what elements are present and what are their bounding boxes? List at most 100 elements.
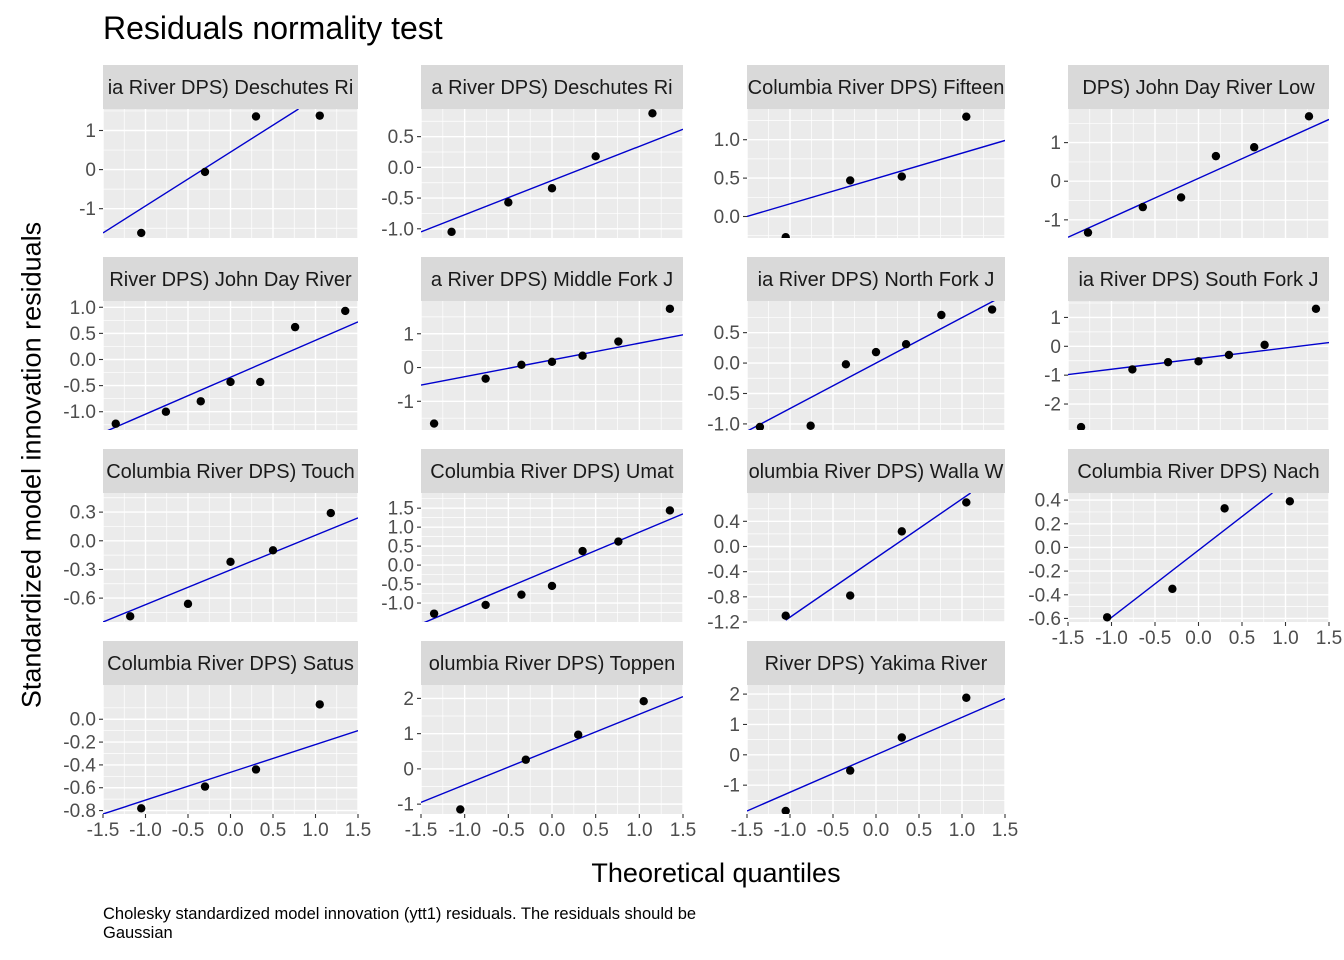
x-tick-label: -0.5	[172, 820, 205, 841]
strip-label: Columbia River DPS) Touch	[106, 461, 355, 483]
data-point	[1311, 304, 1321, 313]
strip-label: River DPS) John Day River	[109, 269, 352, 291]
data-point	[481, 600, 490, 610]
data-point	[521, 755, 530, 764]
data-point	[429, 419, 439, 428]
x-tick-label: 0.0	[1185, 628, 1211, 649]
strip-background	[421, 641, 683, 685]
qq-reference-line	[107, 321, 358, 430]
facet-panel: Columbia River DPS) Umat-1.0-0.50.00.51.…	[381, 449, 683, 622]
x-tick-label: 1.5	[992, 820, 1018, 841]
data-point	[614, 337, 623, 346]
facet-panel: ia River DPS) South Fork J -2 -1 0 1	[1044, 257, 1329, 430]
strip-background	[1068, 449, 1329, 493]
y-tick-label: -0.5	[707, 384, 740, 405]
y-tick-label: -1.2	[707, 613, 740, 634]
y-tick-label: -1.0	[381, 594, 414, 615]
data-point	[781, 233, 790, 238]
y-tick-label: -0.2	[63, 733, 96, 754]
data-point	[1102, 613, 1112, 622]
data-point	[937, 310, 946, 320]
data-point	[456, 805, 465, 814]
data-point	[781, 806, 790, 814]
data-point	[1211, 151, 1221, 161]
y-tick-label: 1.0	[714, 130, 740, 151]
y-tick-label: -1	[79, 199, 96, 220]
facet-panel: a River DPS) Deschutes Ri -1.0 -0.5 0.0 0.5	[381, 65, 683, 240]
data-point	[504, 198, 513, 207]
strip-background	[747, 65, 1005, 109]
panel-plot-area	[421, 109, 683, 238]
facet-panel: ia River DPS) North Fork J -1.0 -0.5 0.0 0.5	[707, 257, 1005, 435]
y-tick-label: 0.0	[714, 537, 740, 558]
panel-plot-area	[103, 301, 358, 430]
data-point	[1194, 357, 1203, 366]
y-tick-label: 1	[403, 724, 414, 745]
x-tick-label: 0.5	[906, 820, 932, 841]
data-point	[517, 590, 526, 599]
x-tick-label: -0.5	[1139, 628, 1172, 649]
y-tick-label: 1	[1050, 308, 1061, 329]
facet-panel: a River DPS) Middle Fork J -1 0 1	[397, 257, 683, 430]
y-tick-label: 0.0	[70, 531, 96, 552]
qq-reference-line	[747, 139, 1005, 218]
y-tick-label: -0.2	[1028, 562, 1061, 583]
data-point	[1224, 350, 1234, 360]
y-tick-label: 1	[1050, 133, 1061, 154]
y-tick-label: 0.0	[70, 350, 96, 371]
strip-label: Columbia River DPS) Nach	[1077, 461, 1319, 483]
qq-reference-line	[423, 513, 683, 622]
y-tick-label: 0.3	[70, 503, 96, 524]
y-axis-label: Standardized model innovation residuals	[16, 221, 47, 709]
page-title: Residuals normality test	[103, 10, 443, 46]
data-point	[1076, 422, 1086, 430]
x-tick-label: 1.0	[626, 820, 652, 841]
y-tick-label: -0.6	[63, 589, 96, 610]
y-tick-label: 0	[1050, 172, 1061, 193]
y-tick-label: -0.4	[1028, 585, 1061, 606]
y-tick-label: 1.5	[388, 499, 414, 520]
strip-background	[1068, 257, 1329, 301]
y-tick-label: -0.3	[63, 560, 96, 581]
y-tick-label: 0.4	[714, 512, 741, 533]
panel-plot-area	[747, 493, 1005, 622]
strip-background	[421, 449, 683, 493]
data-point	[226, 557, 235, 566]
data-point	[196, 397, 205, 406]
panel-plot-area	[747, 109, 1005, 238]
data-point	[517, 360, 526, 370]
strip-background	[103, 449, 358, 493]
data-point	[614, 537, 623, 546]
data-point	[315, 700, 324, 709]
facet-panel: River DPS) Yakima River -1 0 1 2 -1.5 -1.0 -0.5…	[723, 641, 1018, 841]
data-point	[251, 765, 261, 774]
y-tick-label: 1	[729, 715, 740, 736]
y-tick-label: -0.6	[63, 778, 96, 799]
strip-label: a River DPS) Middle Fork J	[431, 269, 673, 291]
x-tick-label: 0.5	[260, 820, 286, 841]
panel-plot-area	[1068, 301, 1329, 430]
y-tick-label: -2	[1044, 395, 1061, 416]
y-tick-label: 0.5	[714, 323, 740, 344]
data-point	[897, 527, 906, 536]
x-tick-label: 1.0	[949, 820, 975, 841]
y-tick-label: 1	[403, 324, 414, 345]
y-tick-label: 1.0	[70, 298, 96, 319]
data-point	[137, 804, 146, 813]
qq-reference-line	[103, 729, 358, 814]
x-tick-label: 0.0	[539, 820, 565, 841]
panel-plot-area	[747, 685, 1005, 814]
data-point	[901, 340, 911, 349]
panel-plot-area	[421, 493, 683, 622]
data-point	[268, 546, 278, 555]
strip-label: olumbia River DPS) Toppen	[429, 653, 675, 675]
y-tick-label: -0.8	[63, 801, 96, 822]
y-tick-label: -0.4	[63, 755, 96, 776]
strip-background	[103, 65, 358, 109]
y-tick-label: 0.0	[714, 207, 740, 228]
y-tick-label: 0.0	[1035, 538, 1061, 559]
y-tick-label: -0.5	[381, 575, 414, 596]
y-tick-label: -0.6	[1028, 609, 1061, 630]
strip-label: ia River DPS) Deschutes Ri	[108, 77, 354, 99]
strip-label: ia River DPS) North Fork J	[758, 269, 995, 291]
